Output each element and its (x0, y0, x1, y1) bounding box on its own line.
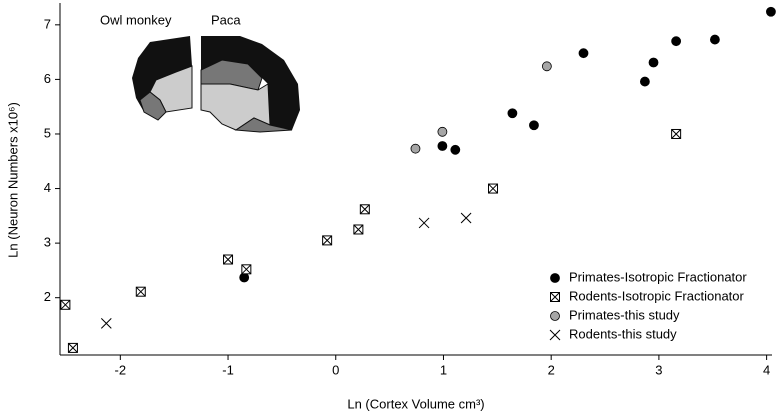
legend-label: Primates-Isotropic Fractionator (569, 269, 747, 284)
y-tick-label: 7 (44, 16, 51, 31)
x-tick-label: 1 (440, 362, 447, 377)
legend-label: Rodents-Isotropic Fractionator (569, 288, 745, 303)
point (648, 57, 659, 68)
point-shape (241, 264, 252, 275)
point-shape (671, 129, 681, 139)
y-tick-label: 5 (44, 125, 51, 140)
point (359, 204, 370, 215)
x-tick-label: -2 (115, 362, 127, 377)
x-axis-label: Ln (Cortex Volume cm³) (347, 396, 484, 411)
point-shape (239, 272, 250, 283)
point (671, 128, 682, 139)
point (100, 317, 112, 329)
legend-label: Rodents-this study (569, 326, 677, 341)
point-shape (671, 36, 682, 47)
legend-marker-shape (550, 311, 560, 321)
point (410, 143, 421, 154)
legend-marker (550, 273, 560, 283)
point-shape (437, 141, 448, 151)
point (541, 61, 552, 72)
point (529, 120, 539, 131)
point (639, 76, 650, 87)
point-shape (529, 120, 539, 131)
legend-label: Primates-this study (569, 307, 680, 322)
point (460, 212, 472, 224)
point-shape (460, 212, 472, 224)
y-tick-label: 3 (44, 235, 51, 250)
point (239, 272, 250, 283)
legend-marker-shape (550, 292, 560, 302)
point-shape (488, 183, 498, 194)
point-shape (418, 217, 430, 229)
point (437, 141, 448, 151)
point-shape (100, 317, 112, 329)
point-shape (135, 286, 146, 297)
point-shape (60, 299, 71, 310)
point-shape (359, 204, 370, 215)
point-shape (68, 343, 78, 353)
point (437, 126, 448, 137)
legend-marker-shape (549, 329, 561, 341)
point (60, 299, 71, 310)
point (322, 235, 333, 246)
point (507, 108, 518, 119)
point (450, 144, 461, 155)
brain-inset (132, 36, 300, 133)
point (710, 34, 720, 45)
legend-marker-shape (550, 273, 560, 283)
point-shape (223, 254, 233, 265)
point (488, 183, 499, 194)
point-shape (322, 235, 332, 246)
x-tick-label: -1 (222, 362, 234, 377)
point-shape (639, 76, 650, 87)
inset-label: Paca (211, 12, 241, 27)
x-tick-label: 0 (332, 362, 339, 377)
point-shape (766, 6, 776, 17)
point-shape (410, 143, 421, 154)
point (671, 36, 682, 47)
inset-label: Owl monkey (100, 12, 172, 27)
point-shape (578, 48, 589, 59)
legend-marker (550, 292, 560, 302)
y-tick-label: 4 (44, 180, 51, 195)
point-shape (507, 108, 518, 119)
point-shape (648, 57, 659, 68)
legend-marker (549, 329, 561, 341)
point (67, 342, 78, 353)
y-axis-label: Ln (Neuron Numbers x10⁶) (5, 102, 20, 258)
point-shape (437, 126, 448, 137)
point (353, 224, 364, 235)
point (418, 217, 430, 229)
y-tick-label: 2 (44, 289, 51, 304)
point-shape (541, 61, 552, 72)
y-tick-label: 6 (44, 71, 51, 86)
x-tick-label: 2 (548, 362, 555, 377)
x-tick-label: 3 (655, 362, 662, 377)
point-shape (353, 224, 364, 235)
x-tick-label: 4 (763, 362, 770, 377)
point (766, 6, 776, 17)
point-shape (710, 34, 720, 45)
point-shape (450, 144, 461, 155)
point (135, 286, 146, 297)
legend-marker (550, 311, 560, 321)
point (223, 254, 234, 265)
point (578, 48, 589, 59)
point (241, 264, 252, 275)
